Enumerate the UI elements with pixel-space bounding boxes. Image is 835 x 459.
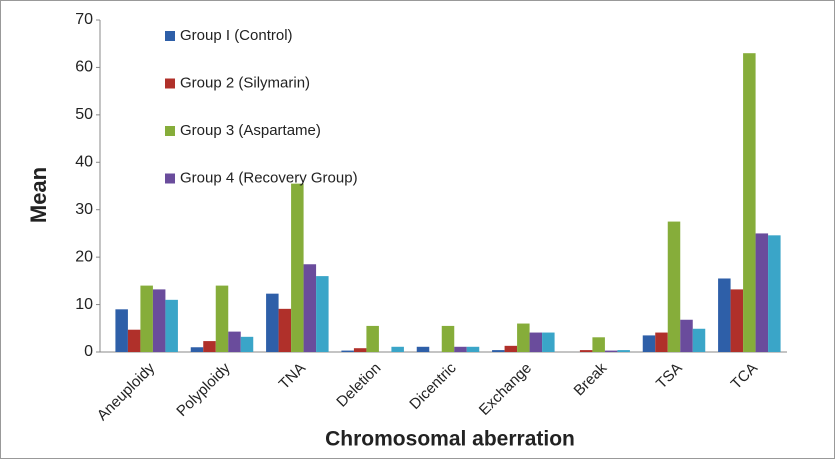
bar: [542, 332, 555, 352]
bar: [579, 350, 593, 352]
bar: [303, 264, 317, 352]
bar: [228, 331, 241, 352]
bar: [341, 350, 354, 352]
bar: [466, 346, 480, 352]
y-tick-label: 30: [75, 201, 93, 218]
y-tick-label: 70: [75, 11, 93, 28]
bar: [115, 309, 128, 352]
y-tick-label: 0: [84, 343, 93, 360]
y-tick-label: 40: [75, 154, 93, 171]
bar: [278, 308, 292, 352]
bar: [692, 328, 706, 352]
legend-label: Group I (Control): [180, 27, 293, 44]
bar: [680, 319, 693, 352]
y-tick-label: 10: [75, 296, 93, 313]
bar: [504, 345, 518, 352]
bar: [592, 337, 605, 352]
y-tick-label: 50: [75, 106, 93, 123]
bar: [768, 235, 781, 352]
bar: [152, 289, 166, 352]
bar: [190, 347, 204, 352]
legend-swatch: [165, 31, 175, 41]
bar: [203, 341, 216, 352]
bar: [617, 350, 630, 352]
x-axis-title: Chromosomal aberration: [325, 428, 575, 451]
legend-label: Group 3 (Aspartame): [180, 122, 321, 139]
bar: [140, 285, 153, 352]
bar: [353, 348, 367, 352]
legend-label: Group 4 (Recovery Group): [180, 169, 358, 186]
bar: [604, 350, 618, 352]
y-tick-label: 60: [75, 59, 93, 76]
bar: [730, 289, 744, 352]
bar: [240, 336, 254, 352]
bar: [316, 276, 329, 352]
legend-swatch: [165, 173, 175, 184]
bar: [165, 299, 178, 352]
bar: [291, 183, 304, 352]
bar: [454, 346, 467, 352]
bar: [492, 350, 505, 352]
bar: [441, 325, 455, 352]
bar: [667, 221, 681, 352]
bar: [266, 293, 279, 352]
bar: [529, 332, 543, 352]
y-axis-title: Mean: [26, 167, 51, 223]
bar: [642, 335, 656, 352]
y-tick-label: 20: [75, 248, 93, 265]
bar: [416, 346, 430, 352]
legend-swatch: [165, 78, 175, 89]
bar: [718, 278, 731, 352]
bar: [517, 323, 530, 352]
bar: [215, 285, 229, 352]
bar: [127, 329, 141, 352]
bar: [755, 233, 769, 352]
bar: [743, 53, 756, 352]
bar: [391, 346, 404, 352]
legend-swatch: [165, 126, 175, 136]
bar: [655, 332, 668, 352]
bar: [366, 325, 379, 352]
legend-label: Group 2 (Silymarin): [180, 74, 310, 91]
